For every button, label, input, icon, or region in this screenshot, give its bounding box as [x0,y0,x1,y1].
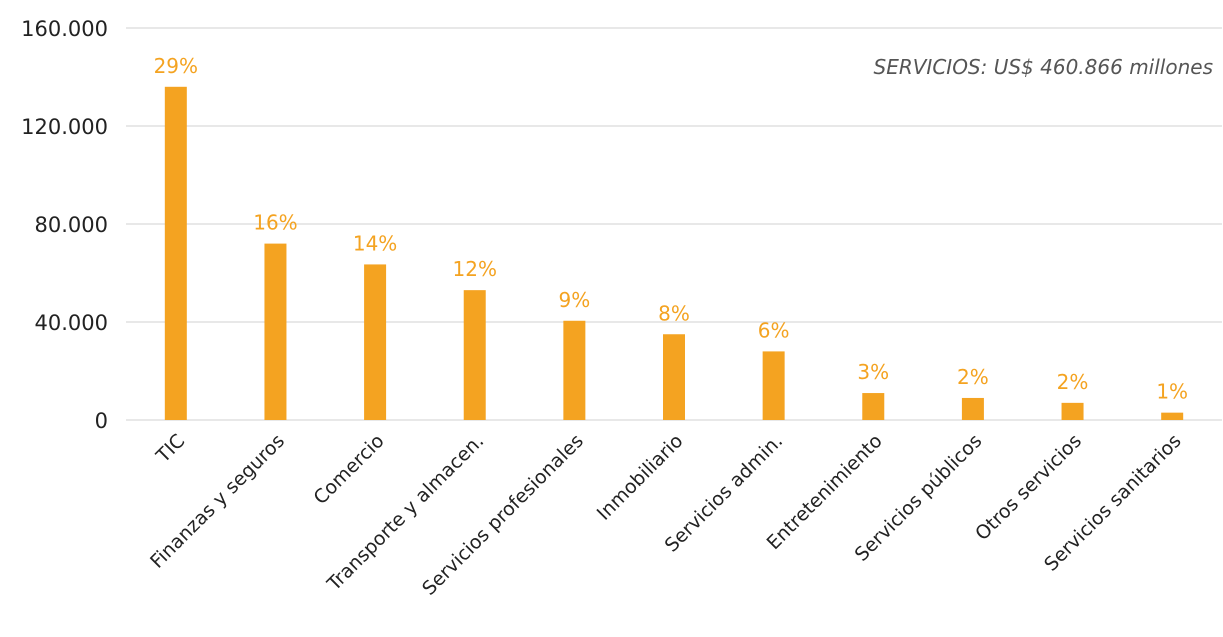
bar [264,243,287,420]
data-label: 9% [558,288,590,312]
data-labels: 29% 16% 14% 12% 9% 8% 6% 3% 2% 2% 1% [154,54,1188,404]
bar [663,334,685,420]
bar [164,86,187,421]
data-label: 16% [253,211,297,235]
y-axis-tick-labels: 0 40.000 80.000 120.000 160.000 [21,17,108,433]
data-label: 2% [957,365,989,389]
grid-lines [126,27,1222,421]
y-tick-label: 120.000 [21,115,108,139]
data-label: 3% [857,360,889,384]
x-tick-label: Otros servicios [971,430,1086,545]
data-label: 12% [453,257,497,281]
bar [364,264,387,420]
y-tick-label: 0 [95,409,108,433]
y-tick-label: 160.000 [21,17,108,41]
bar [463,290,486,420]
data-label: 2% [1057,370,1089,394]
bar [862,393,885,420]
data-label: 8% [658,301,690,325]
data-label: 1% [1156,380,1188,404]
bar [1161,412,1184,420]
data-label: 6% [758,318,790,342]
bar [961,397,984,420]
bars [164,86,1184,421]
x-tick-label: TIC [152,430,190,468]
bar [1061,402,1084,420]
y-tick-label: 80.000 [35,213,108,237]
chart-annotation: SERVICIOS: US$ 460.866 millones [874,55,1213,79]
data-label: 14% [353,231,397,255]
data-label: 29% [154,54,198,78]
x-tick-label: Inmobiliario [593,430,688,525]
bar [762,351,785,420]
y-tick-label: 40.000 [35,311,108,335]
bar [563,320,586,420]
x-tick-label: Comercio [310,430,389,509]
x-tick-label: Servicios profesionales [418,430,588,600]
